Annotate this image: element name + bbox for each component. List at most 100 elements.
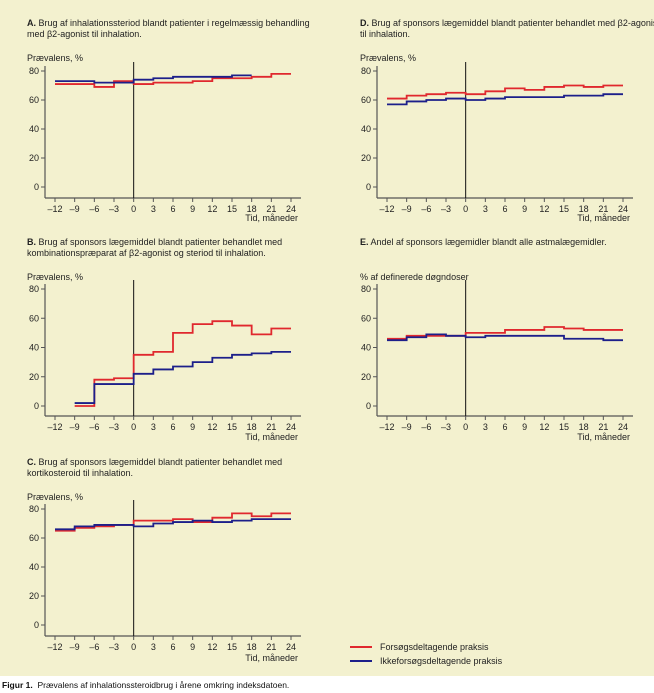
panel-a-series-nonparticipating	[55, 74, 252, 84]
panel-c-y-tick-label: 80	[29, 504, 39, 514]
panel-e-x-tick-label: 24	[618, 422, 628, 432]
panel-d-x-tick-label: –9	[402, 204, 412, 214]
panel-a-x-tick-label: 15	[227, 204, 237, 214]
panel-e-x-tick-label: 15	[559, 422, 569, 432]
panel-d-series-nonparticipating	[387, 93, 623, 106]
panel-d-x-tick-label: –3	[441, 204, 451, 214]
panel-c-series-nonparticipating	[55, 518, 291, 531]
panel-a-x-tick-label: –12	[47, 204, 62, 214]
panel-b-series-participating	[74, 320, 291, 407]
panel-c-x-tick-label: 24	[286, 642, 296, 652]
panel-c-title: C. Brug af sponsors lægemiddel blandt pa…	[27, 457, 283, 478]
panel-d-y-tick-label: 60	[361, 95, 371, 105]
panel-d-series-participating	[387, 84, 623, 100]
panel-a-y-tick-label: 20	[29, 153, 39, 163]
panel-c-x-tick-label: 9	[190, 642, 195, 652]
legend-item-nonparticipating: Ikkeforsøgsdeltagende praksis	[350, 654, 502, 668]
panel-b-xlabel: Tid, måneder	[245, 432, 298, 442]
panel-b-title: B. Brug af sponsors lægemiddel blandt pa…	[27, 237, 283, 258]
panel-e-x-tick-label: 18	[579, 422, 589, 432]
panel-a-x-tick-label: 24	[286, 204, 296, 214]
panel-a-xlabel: Tid, måneder	[245, 213, 298, 223]
panel-b-x-tick-label: 15	[227, 422, 237, 432]
panel-e-x-tick-label: –6	[421, 422, 431, 432]
panel-c-x-tick-label: 6	[170, 642, 175, 652]
panel-e-series-nonparticipating	[387, 333, 623, 342]
figure-caption: Figur 1. Prævalens af inhalationssteroid…	[2, 680, 290, 690]
panel-b-y-tick-label: 60	[29, 313, 39, 323]
panel-b-y-tick-label: 0	[34, 401, 39, 411]
panel-a-x-tick-label: 0	[131, 204, 136, 214]
panel-e-x-tick-label: 0	[463, 422, 468, 432]
panel-c-x-tick-label: –6	[89, 642, 99, 652]
panel-b-x-tick-label: –3	[109, 422, 119, 432]
panel-b-x-tick-label: –6	[89, 422, 99, 432]
panel-a-series-participating	[55, 73, 291, 88]
panel-d-y-tick-label: 0	[366, 182, 371, 192]
panel-a-y-tick-label: 60	[29, 95, 39, 105]
panel-c-y-tick-label: 0	[34, 620, 39, 630]
panel-d-x-tick-label: 21	[598, 204, 608, 214]
panel-c-x-tick-label: –9	[70, 642, 80, 652]
panel-b-x-tick-label: 18	[247, 422, 257, 432]
panel-d-y-tick-label: 40	[361, 124, 371, 134]
legend-item-participating: Forsøgsdeltagende praksis	[350, 640, 502, 654]
panel-e-x-tick-label: 6	[502, 422, 507, 432]
panel-e-x-tick-label: –12	[379, 422, 394, 432]
legend-label: Ikkeforsøgsdeltagende praksis	[380, 656, 503, 666]
panel-d-title: D. Brug af sponsors lægemiddel blandt pa…	[360, 18, 654, 39]
panel-e-title: E. Andel af sponsors lægemidler blandt a…	[360, 237, 607, 247]
legend: Forsøgsdeltagende praksis Ikkeforsøgsdel…	[350, 640, 502, 668]
panel-a-x-tick-label: 18	[247, 204, 257, 214]
panel-c-xlabel: Tid, måneder	[245, 653, 298, 663]
panel-a-x-tick-label: 9	[190, 204, 195, 214]
panel-a-x-tick-label: 3	[151, 204, 156, 214]
panel-d-x-tick-label: 12	[539, 204, 549, 214]
panel-a-y-tick-label: 0	[34, 182, 39, 192]
panel-b-y-tick-label: 40	[29, 343, 39, 353]
panel-a-x-tick-label: –3	[109, 204, 119, 214]
panel-b-x-tick-label: 0	[131, 422, 136, 432]
panel-e-xlabel: Tid, måneder	[577, 432, 630, 442]
panel-a-y-tick-label: 80	[29, 66, 39, 76]
panel-a-x-tick-label: 6	[170, 204, 175, 214]
panel-b-ylabel: Prævalens, %	[27, 272, 84, 282]
panel-a-title: A. Brug af inhalationssteriod blandt pat…	[27, 18, 310, 39]
panel-e-y-tick-label: 80	[361, 284, 371, 294]
panel-b-x-tick-label: –9	[70, 422, 80, 432]
panel-e-x-tick-label: 12	[539, 422, 549, 432]
panel-e-y-tick-label: 60	[361, 313, 371, 323]
panel-b-x-tick-label: 24	[286, 422, 296, 432]
panel-d-xlabel: Tid, måneder	[577, 213, 630, 223]
panel-b-x-tick-label: –12	[47, 422, 62, 432]
figure-background	[0, 0, 654, 676]
legend-label: Forsøgsdeltagende praksis	[380, 642, 489, 652]
panel-c-x-tick-label: –12	[47, 642, 62, 652]
panel-a-x-tick-label: –6	[89, 204, 99, 214]
panel-b-series-nonparticipating	[74, 350, 291, 404]
panel-d-x-tick-label: –12	[379, 204, 394, 214]
panel-c-x-tick-label: 21	[266, 642, 276, 652]
panel-d-x-tick-label: 9	[522, 204, 527, 214]
panel-b-x-tick-label: 21	[266, 422, 276, 432]
panel-a-x-tick-label: 21	[266, 204, 276, 214]
panel-a-y-tick-label: 40	[29, 124, 39, 134]
panel-b-y-tick-label: 80	[29, 284, 39, 294]
panel-a-x-tick-label: –9	[70, 204, 80, 214]
panel-c-y-tick-label: 60	[29, 533, 39, 543]
panel-d-x-tick-label: 18	[579, 204, 589, 214]
panel-d-x-tick-label: 3	[483, 204, 488, 214]
panel-e-x-tick-label: 3	[483, 422, 488, 432]
panel-c-x-tick-label: 15	[227, 642, 237, 652]
panel-e-x-tick-label: –9	[402, 422, 412, 432]
panel-b-x-tick-label: 9	[190, 422, 195, 432]
panel-d-x-tick-label: 24	[618, 204, 628, 214]
panel-c-ylabel: Prævalens, %	[27, 492, 84, 502]
panel-b-x-tick-label: 6	[170, 422, 175, 432]
panel-c-x-tick-label: 18	[247, 642, 257, 652]
panel-d-x-tick-label: 0	[463, 204, 468, 214]
panel-e-x-tick-label: 9	[522, 422, 527, 432]
panel-c-x-tick-label: –3	[109, 642, 119, 652]
panel-d-ylabel: Prævalens, %	[360, 53, 417, 63]
